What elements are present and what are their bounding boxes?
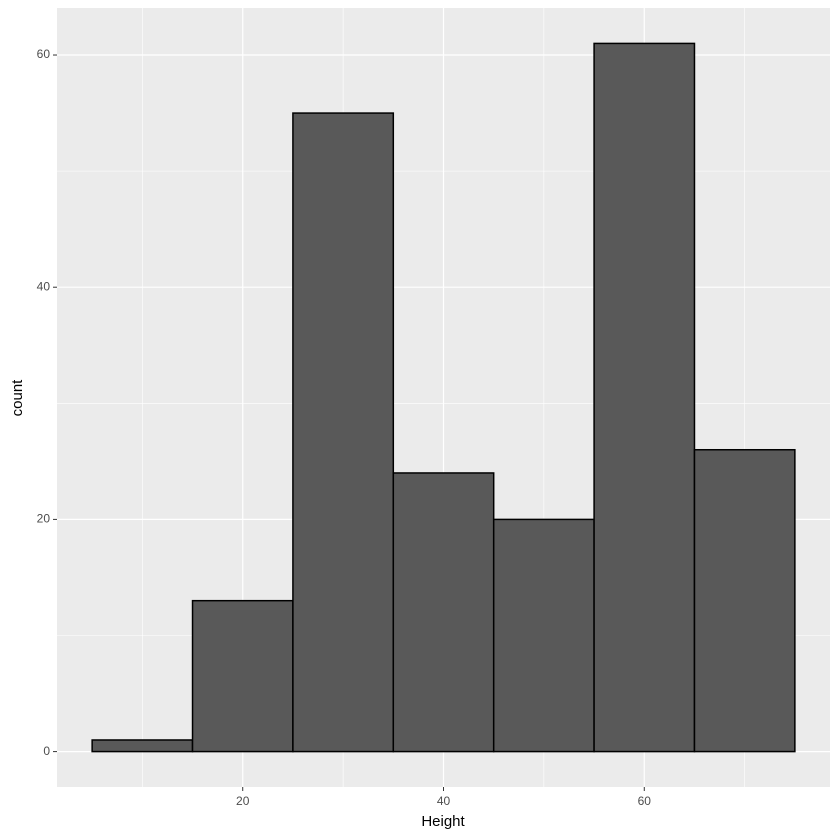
y-axis-title: count xyxy=(9,379,26,417)
x-axis-title: Height xyxy=(421,813,465,830)
y-tick-label: 0 xyxy=(43,744,50,758)
bar xyxy=(292,112,395,753)
y-tick-label: 60 xyxy=(37,47,51,61)
bar xyxy=(191,599,294,753)
x-tick-label: 60 xyxy=(638,794,652,808)
bar xyxy=(392,472,495,753)
bar xyxy=(91,739,194,753)
x-tick-label: 40 xyxy=(437,794,451,808)
bar xyxy=(693,448,796,753)
x-tick-label: 20 xyxy=(236,794,250,808)
bar xyxy=(492,518,595,753)
bar xyxy=(593,42,696,753)
y-tick-label: 20 xyxy=(37,512,51,526)
y-tick-label: 40 xyxy=(37,279,51,293)
